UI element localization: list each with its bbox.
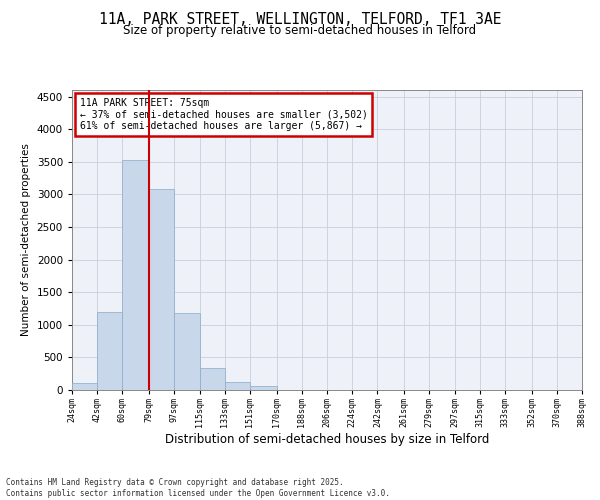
Text: 11A PARK STREET: 75sqm
← 37% of semi-detached houses are smaller (3,502)
61% of : 11A PARK STREET: 75sqm ← 37% of semi-det… [80,98,368,130]
Bar [122,160,149,390]
Bar [72,384,97,390]
Text: Contains HM Land Registry data © Crown copyright and database right 2025.
Contai: Contains HM Land Registry data © Crown c… [6,478,390,498]
Text: Size of property relative to semi-detached houses in Telford: Size of property relative to semi-detach… [124,24,476,37]
Bar [174,313,200,390]
Bar [225,382,250,390]
Bar [250,386,277,390]
Bar [97,312,122,390]
Bar [199,368,225,390]
Y-axis label: Number of semi-detached properties: Number of semi-detached properties [21,144,31,336]
Text: 11A, PARK STREET, WELLINGTON, TELFORD, TF1 3AE: 11A, PARK STREET, WELLINGTON, TELFORD, T… [99,12,501,28]
Bar [149,189,174,390]
X-axis label: Distribution of semi-detached houses by size in Telford: Distribution of semi-detached houses by … [165,432,489,446]
